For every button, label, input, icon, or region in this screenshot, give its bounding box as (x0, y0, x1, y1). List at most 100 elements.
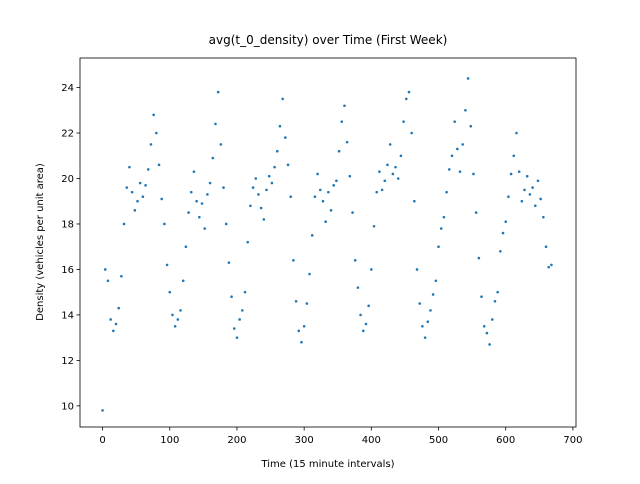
point (399, 154, 403, 158)
point (335, 179, 338, 183)
point (327, 190, 330, 194)
point (203, 227, 207, 230)
point (431, 293, 435, 296)
point (445, 190, 448, 194)
point (114, 322, 118, 326)
point (378, 170, 381, 173)
point (267, 174, 271, 178)
point (152, 113, 155, 117)
point (472, 172, 475, 176)
point (372, 224, 376, 228)
point (504, 220, 508, 223)
y-tick-label: 14 (61, 310, 74, 321)
y-tick-label: 10 (61, 401, 74, 412)
point (171, 313, 174, 317)
point (206, 193, 209, 196)
point (318, 188, 322, 192)
point (144, 184, 147, 187)
point (308, 272, 311, 276)
point (386, 163, 389, 167)
point (367, 304, 370, 308)
point (480, 295, 483, 299)
point (528, 193, 532, 196)
point (461, 143, 465, 146)
point (404, 97, 408, 101)
point (243, 290, 247, 294)
point (413, 199, 416, 203)
point (289, 195, 293, 198)
y-tick-label: 18 (61, 219, 74, 230)
point (112, 329, 115, 333)
point (192, 170, 196, 173)
point (195, 199, 198, 203)
point (163, 222, 166, 226)
point (184, 245, 188, 249)
point (103, 268, 107, 271)
point (198, 215, 201, 219)
point (265, 188, 268, 192)
point (300, 340, 303, 344)
point (356, 286, 360, 289)
point (499, 249, 502, 253)
point (227, 261, 231, 264)
point (539, 197, 542, 201)
point (469, 124, 473, 128)
point (179, 309, 182, 312)
point (370, 268, 373, 271)
point (302, 324, 306, 328)
point (146, 168, 150, 171)
point (415, 268, 419, 271)
point (181, 279, 185, 283)
point (477, 256, 481, 260)
point (214, 122, 217, 126)
point (391, 172, 395, 176)
point (520, 199, 524, 203)
point (168, 290, 172, 294)
point (439, 227, 443, 230)
point (410, 131, 413, 135)
point (396, 177, 400, 180)
point (523, 188, 526, 192)
point (343, 104, 346, 108)
x-axis-label: Time (15 minute intervals) (260, 459, 394, 470)
point (383, 179, 387, 183)
point (542, 215, 545, 219)
point (321, 199, 325, 203)
point (547, 265, 551, 269)
point (313, 195, 317, 198)
point (136, 199, 139, 203)
point (241, 309, 244, 312)
point (257, 193, 260, 196)
point (155, 131, 158, 135)
point (292, 259, 295, 262)
point (407, 90, 411, 94)
point (364, 322, 368, 326)
point (189, 190, 193, 194)
point (361, 329, 365, 333)
point (533, 204, 537, 208)
point (482, 324, 486, 328)
point (286, 163, 290, 167)
point (273, 165, 276, 169)
point (442, 215, 446, 219)
point (423, 336, 427, 339)
point (173, 324, 177, 328)
point (284, 136, 287, 139)
point (418, 302, 422, 305)
point (138, 181, 142, 185)
point (176, 318, 180, 321)
point (235, 336, 239, 339)
point (512, 154, 516, 158)
point (340, 120, 344, 123)
point (337, 149, 341, 153)
point (402, 120, 405, 123)
point (453, 120, 456, 123)
point (394, 165, 397, 169)
point (429, 309, 432, 312)
y-tick-label: 16 (61, 265, 74, 276)
point (128, 165, 131, 169)
x-tick-label: 0 (99, 435, 105, 446)
point (466, 77, 470, 80)
point (426, 320, 430, 324)
point (456, 147, 459, 151)
